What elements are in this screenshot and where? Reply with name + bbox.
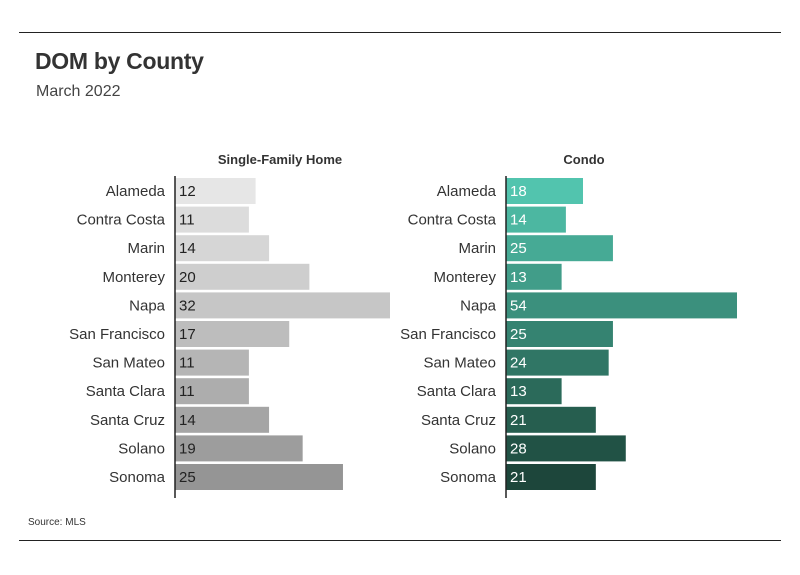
condo-value-label: 54: [510, 297, 527, 314]
single-family-value-label: 14: [179, 240, 196, 257]
single-family-bar: [175, 178, 256, 204]
single-family-value-label: 11: [179, 355, 195, 372]
condo-category-label: Napa: [460, 297, 497, 314]
single-family-value-label: 25: [179, 469, 196, 486]
condo-bar: [506, 178, 583, 204]
single-family-panel-title: Single-Family Home: [218, 152, 342, 167]
single-family-value-label: 17: [179, 326, 196, 343]
single-family-value-label: 19: [179, 440, 196, 457]
single-family-category-label: Monterey: [102, 269, 165, 286]
single-family-bar: [175, 406, 270, 433]
condo-category-label: San Mateo: [423, 355, 496, 372]
condo-bar: [506, 435, 626, 462]
single-family-category-label: Alameda: [106, 183, 166, 200]
condo-bar: [506, 263, 562, 290]
single-family-bar: [175, 378, 249, 405]
condo-bar: [506, 464, 596, 490]
condo-category-label: San Francisco: [400, 326, 496, 343]
single-family-bar: [175, 292, 390, 319]
source-note: Source: MLS: [28, 517, 86, 528]
condo-value-label: 13: [510, 269, 527, 286]
single-family-value-label: 11: [179, 383, 195, 400]
single-family-value-label: 32: [179, 297, 196, 314]
single-family-category-label: Santa Clara: [86, 383, 166, 400]
single-family-bar: [175, 321, 290, 347]
chart-subtitle: March 2022: [36, 83, 121, 100]
condo-panel: Condo Alameda 18 Contra Costa 14 Marin 25 Monte…: [400, 152, 737, 498]
condo-value-label: 18: [510, 183, 527, 200]
single-family-category-label: Contra Costa: [77, 212, 166, 229]
single-family-category-label: Solano: [118, 440, 165, 457]
bottom-rule: [19, 540, 781, 541]
single-family-category-label: Napa: [129, 297, 166, 314]
condo-value-label: 28: [510, 440, 527, 457]
single-family-value-label: 12: [179, 183, 196, 200]
condo-category-label: Contra Costa: [408, 212, 497, 229]
single-family-bar: [175, 349, 249, 376]
single-family-value-label: 11: [179, 212, 195, 229]
condo-bar: [506, 349, 609, 376]
single-family-bar: [175, 435, 303, 462]
single-family-category-label: Santa Cruz: [90, 412, 165, 429]
single-family-panel: Single-Family Home Alameda 12 Contra Costa 1…: [69, 152, 390, 498]
condo-value-label: 25: [510, 240, 527, 257]
top-rule: [19, 32, 781, 33]
condo-category-label: Santa Cruz: [421, 412, 496, 429]
condo-bar: [506, 206, 566, 233]
chart-title: DOM by County: [35, 48, 204, 74]
single-family-bar: [175, 206, 249, 233]
single-family-category-label: Sonoma: [109, 469, 166, 486]
condo-category-label: Solano: [449, 440, 496, 457]
condo-panel-title: Condo: [563, 152, 604, 167]
condo-value-label: 25: [510, 326, 527, 343]
single-family-value-label: 14: [179, 412, 196, 429]
condo-bar: [506, 292, 737, 319]
condo-value-label: 13: [510, 383, 527, 400]
single-family-value-label: 20: [179, 269, 196, 286]
single-family-category-label: San Francisco: [69, 326, 165, 343]
condo-value-label: 21: [510, 412, 527, 429]
single-family-category-label: San Mateo: [92, 355, 165, 372]
condo-category-label: Monterey: [433, 269, 496, 286]
single-family-category-label: Marin: [127, 240, 165, 257]
condo-category-label: Alameda: [437, 183, 497, 200]
condo-value-label: 21: [510, 469, 527, 486]
condo-category-label: Sonoma: [440, 469, 497, 486]
condo-value-label: 24: [510, 355, 527, 372]
condo-bar: [506, 235, 613, 262]
single-family-bar: [175, 464, 343, 490]
condo-value-label: 14: [510, 212, 527, 229]
condo-bar: [506, 406, 596, 433]
single-family-bar: [175, 235, 270, 262]
condo-category-label: Santa Clara: [417, 383, 497, 400]
condo-category-label: Marin: [458, 240, 496, 257]
condo-bar: [506, 378, 562, 405]
single-family-bar: [175, 263, 310, 290]
condo-bar: [506, 321, 613, 347]
